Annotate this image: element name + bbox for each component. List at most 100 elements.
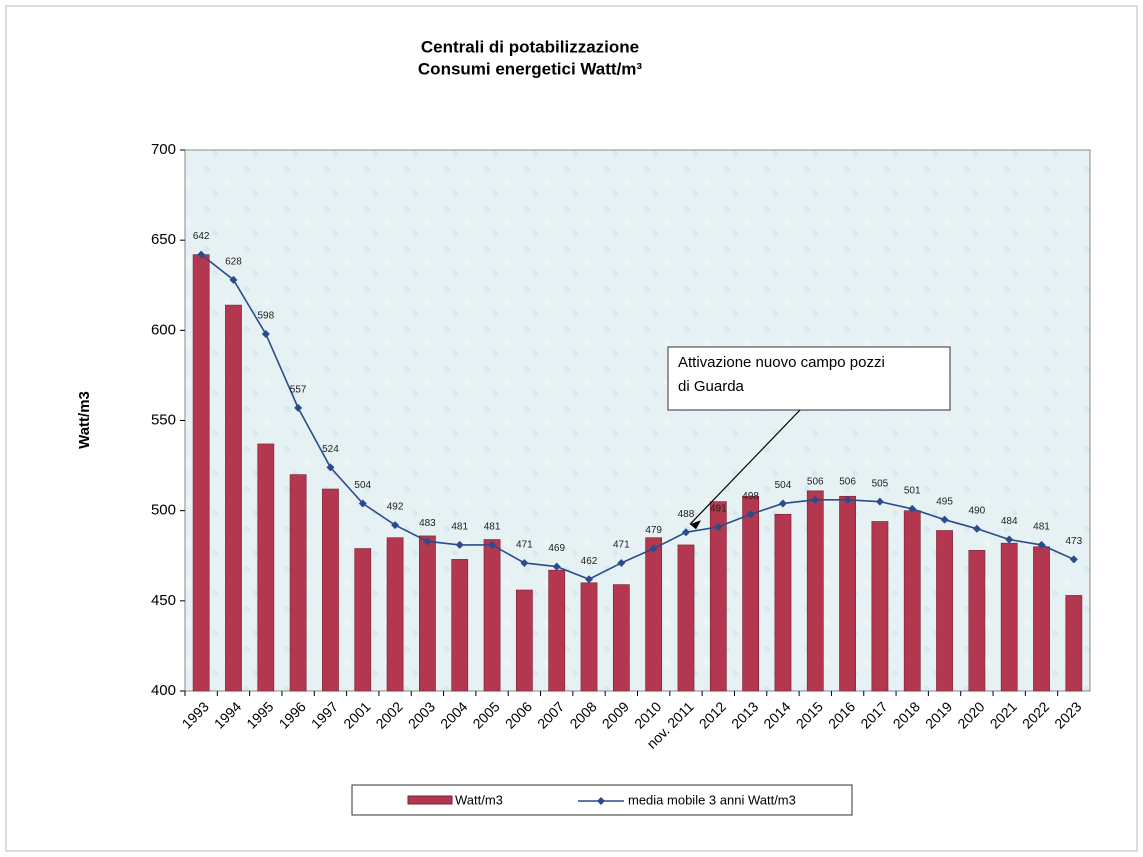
value-label: 471 bbox=[613, 540, 630, 551]
value-label: 491 bbox=[710, 504, 727, 515]
y-tick-label: 400 bbox=[151, 682, 176, 699]
legend-marker bbox=[597, 797, 605, 805]
marker bbox=[811, 495, 820, 504]
bar bbox=[612, 584, 630, 692]
bar bbox=[806, 490, 824, 692]
value-label: 598 bbox=[257, 311, 274, 322]
y-tick-label: 550 bbox=[151, 411, 176, 428]
bar bbox=[1065, 595, 1083, 692]
marker bbox=[908, 504, 917, 513]
legend-swatch bbox=[407, 795, 453, 805]
bar bbox=[386, 537, 404, 692]
marker bbox=[972, 524, 981, 533]
x-tick-label: 2022 bbox=[1019, 698, 1052, 731]
value-label: 462 bbox=[581, 556, 598, 567]
x-tick-label: 1994 bbox=[211, 698, 244, 731]
marker bbox=[488, 540, 497, 549]
x-tick-label: 2016 bbox=[825, 698, 858, 731]
bar bbox=[774, 513, 792, 692]
marker bbox=[940, 515, 949, 524]
value-label: 471 bbox=[516, 540, 533, 551]
bar bbox=[709, 501, 727, 692]
bar bbox=[742, 495, 760, 692]
x-tick-label: 2004 bbox=[437, 698, 470, 731]
value-label: 498 bbox=[742, 491, 759, 502]
bar bbox=[548, 569, 566, 692]
x-tick-label: 1993 bbox=[179, 698, 212, 731]
x-tick-label: 2001 bbox=[340, 698, 373, 731]
value-label: 506 bbox=[807, 476, 824, 487]
bar bbox=[354, 548, 372, 692]
marker bbox=[1005, 535, 1014, 544]
value-label: 483 bbox=[419, 518, 436, 529]
marker bbox=[261, 329, 270, 338]
bar bbox=[192, 254, 210, 692]
marker bbox=[229, 275, 238, 284]
value-label: 492 bbox=[387, 502, 404, 513]
bar bbox=[257, 443, 275, 692]
x-tick-label: 1997 bbox=[308, 698, 341, 731]
x-tick-label: 1995 bbox=[243, 698, 276, 731]
value-label: 505 bbox=[872, 478, 889, 489]
bar bbox=[645, 537, 663, 692]
y-tick-label: 450 bbox=[151, 592, 176, 609]
frame bbox=[5, 5, 1138, 852]
marker bbox=[455, 540, 464, 549]
bar bbox=[871, 521, 889, 692]
x-tick-label: 2005 bbox=[469, 698, 502, 731]
x-tick-label: 2018 bbox=[890, 698, 923, 731]
value-label: 506 bbox=[839, 476, 856, 487]
marker bbox=[681, 528, 690, 537]
plot-area bbox=[185, 150, 1090, 691]
bar bbox=[839, 495, 856, 692]
y-tick-label: 500 bbox=[151, 502, 176, 519]
value-label: 504 bbox=[354, 480, 371, 491]
x-tick-label: 2013 bbox=[728, 698, 761, 731]
bar bbox=[903, 510, 921, 692]
value-label: 469 bbox=[548, 543, 565, 554]
legend-label: Watt/m3 bbox=[455, 792, 503, 807]
value-label: 524 bbox=[322, 444, 339, 455]
x-tick-label: 2012 bbox=[696, 698, 729, 731]
arrow-head bbox=[689, 520, 701, 530]
marker bbox=[391, 521, 400, 530]
y-tick-label: 600 bbox=[151, 321, 176, 338]
x-tick-label: 2021 bbox=[987, 698, 1020, 731]
annotation-arrow bbox=[689, 409, 801, 525]
x-tick-label: 2006 bbox=[502, 698, 535, 731]
x-tick-label: 2017 bbox=[857, 698, 890, 731]
value-label: 473 bbox=[1065, 536, 1082, 547]
marker bbox=[423, 537, 432, 546]
marker bbox=[326, 463, 335, 472]
bar bbox=[1000, 542, 1018, 692]
marker bbox=[1037, 540, 1046, 549]
value-label: 481 bbox=[451, 522, 468, 533]
x-tick-label: 2019 bbox=[922, 698, 955, 731]
marker bbox=[843, 495, 852, 504]
y-tick-label: 700 bbox=[151, 141, 176, 158]
x-tick-label: 2023 bbox=[1051, 698, 1084, 731]
bar bbox=[968, 550, 986, 692]
value-label: 479 bbox=[645, 525, 662, 536]
value-label: 501 bbox=[904, 486, 921, 497]
legend: Watt/m3 media mobile 3 anni Watt/m3 bbox=[351, 784, 853, 816]
value-label: 484 bbox=[1001, 516, 1018, 527]
line bbox=[200, 253, 1075, 581]
x-tick-label: 2015 bbox=[793, 698, 826, 731]
marker bbox=[552, 562, 561, 571]
bar bbox=[289, 474, 307, 692]
annotation-box bbox=[667, 346, 951, 411]
marker bbox=[1069, 555, 1078, 564]
marker bbox=[778, 499, 787, 508]
x-tick-label: 1996 bbox=[276, 698, 309, 731]
y-axis-label: Watt/m3 bbox=[76, 391, 93, 449]
x-tick-label: 2014 bbox=[760, 698, 793, 731]
bar bbox=[515, 589, 533, 692]
value-label: 495 bbox=[936, 496, 953, 507]
bar bbox=[419, 535, 436, 692]
marker bbox=[520, 558, 529, 567]
annotation-text: Attivazione nuovo campo pozzi bbox=[678, 354, 885, 371]
marker bbox=[294, 403, 303, 412]
x-tick-label: 2020 bbox=[954, 698, 987, 731]
marker bbox=[197, 250, 206, 259]
